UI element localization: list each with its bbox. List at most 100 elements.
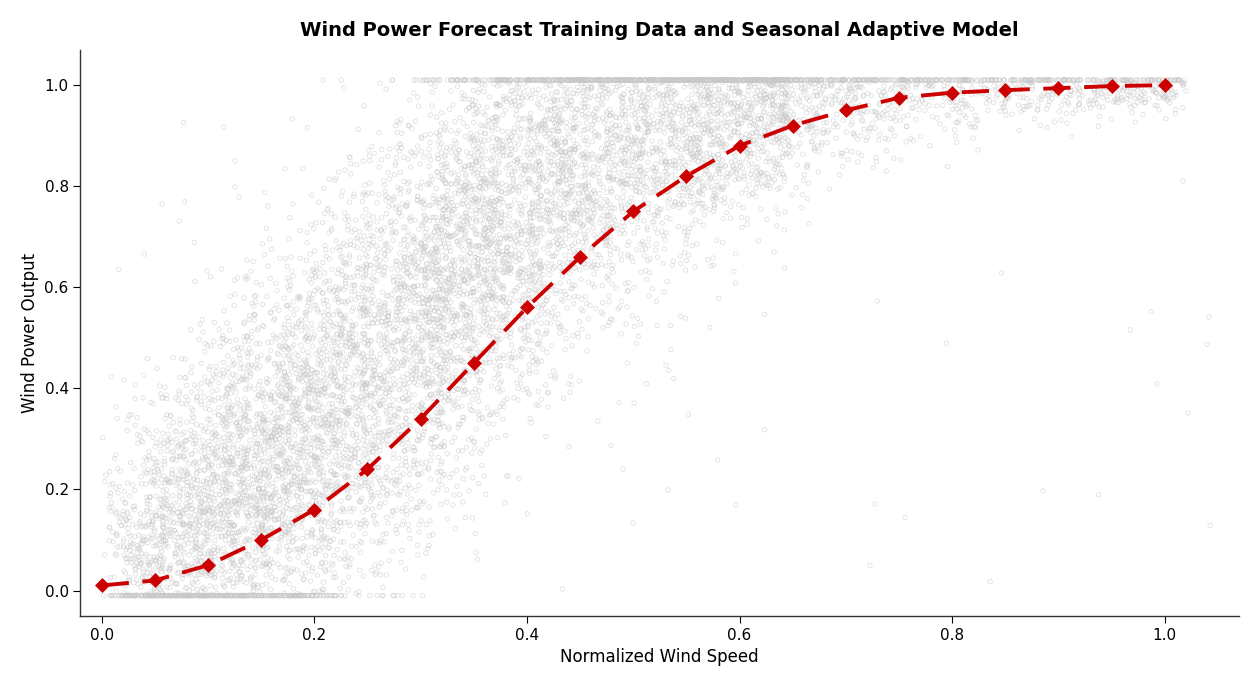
Point [755, 118, 775, 129]
Point [998, 83, 1018, 94]
Point [375, 388, 396, 399]
Point [859, 77, 879, 88]
Point [277, 455, 297, 466]
Point [418, 363, 438, 374]
Point [215, 449, 236, 460]
Point [370, 535, 391, 546]
Point [436, 277, 456, 288]
Point [612, 75, 633, 86]
Point [659, 105, 679, 116]
Point [1011, 75, 1031, 86]
Point [572, 98, 592, 109]
Point [256, 516, 276, 527]
Point [494, 261, 514, 272]
Point [117, 477, 137, 488]
Point [135, 423, 155, 434]
Point [343, 302, 363, 313]
Point [418, 369, 438, 380]
Point [740, 75, 760, 86]
Point [247, 499, 267, 510]
Point [509, 269, 529, 280]
Point [610, 75, 630, 86]
Point [234, 405, 255, 416]
Point [709, 75, 730, 86]
Point [368, 384, 388, 395]
Point [1047, 75, 1067, 86]
Point [616, 75, 636, 86]
Point [498, 308, 518, 319]
Point [518, 322, 538, 333]
Point [696, 75, 716, 86]
Point [197, 528, 217, 539]
Point [305, 329, 325, 340]
Point [663, 256, 683, 267]
Point [335, 298, 355, 309]
Point [349, 396, 369, 407]
Point [833, 75, 853, 86]
Point [485, 184, 505, 195]
Point [431, 407, 451, 418]
Point [704, 123, 724, 134]
Point [1070, 93, 1090, 104]
Point [614, 75, 634, 86]
Point [620, 75, 640, 86]
Point [655, 234, 675, 245]
Point [117, 557, 137, 568]
Point [528, 339, 548, 350]
Point [312, 445, 333, 456]
Point [561, 75, 581, 86]
Point [698, 122, 718, 133]
Point [742, 128, 762, 139]
Point [354, 394, 374, 405]
Point [132, 538, 152, 549]
Point [349, 481, 369, 492]
Point [226, 495, 246, 506]
Point [716, 75, 736, 86]
Point [800, 77, 820, 88]
Point [834, 92, 854, 103]
Point [662, 75, 682, 86]
Point [275, 367, 295, 378]
Point [438, 230, 459, 241]
Point [503, 174, 523, 185]
Point [156, 393, 176, 404]
Point [355, 521, 375, 532]
Point [552, 154, 572, 165]
Point [714, 75, 735, 86]
Point [598, 270, 619, 281]
Point [478, 242, 498, 253]
Point [267, 412, 287, 423]
Point [731, 110, 751, 121]
Point [1143, 86, 1163, 97]
Point [581, 168, 601, 179]
Point [1104, 75, 1124, 86]
Point [486, 308, 507, 319]
Point [218, 517, 238, 528]
Point [387, 362, 407, 373]
Point [598, 151, 619, 162]
Point [307, 541, 328, 552]
Point [290, 590, 310, 601]
Point [1063, 77, 1084, 88]
Point [397, 198, 417, 209]
Point [280, 554, 300, 565]
Point [656, 161, 677, 172]
Point [489, 136, 509, 147]
Point [522, 271, 542, 282]
Point [243, 583, 263, 594]
Point [436, 177, 456, 188]
Point [1089, 102, 1109, 113]
Point [304, 587, 324, 598]
Point [921, 75, 941, 86]
Point [246, 528, 266, 539]
Point [953, 75, 973, 86]
Point [727, 75, 747, 86]
Point [508, 268, 528, 279]
Point [151, 474, 171, 485]
Point [422, 75, 442, 86]
Point [726, 278, 746, 289]
Point [433, 407, 454, 418]
Point [341, 482, 362, 493]
Point [737, 106, 757, 117]
Point [510, 131, 530, 142]
